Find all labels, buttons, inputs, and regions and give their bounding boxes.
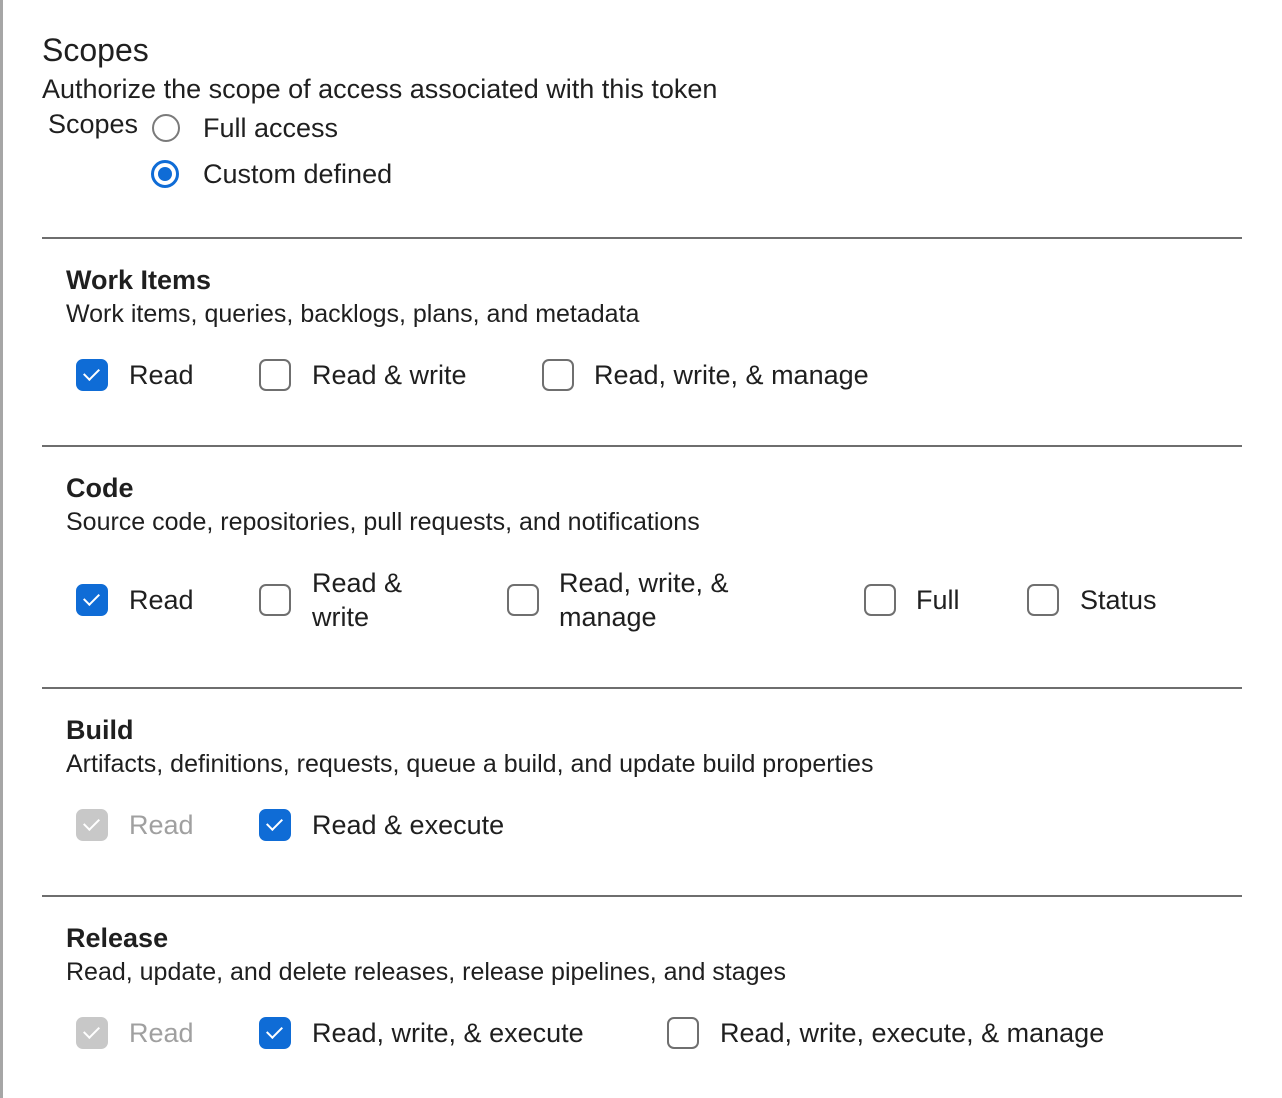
- checkbox-read[interactable]: [76, 359, 108, 391]
- scopes-field-label: Scopes: [48, 109, 139, 139]
- section-description: Read, update, and delete releases, relea…: [66, 958, 786, 986]
- section-description: Source code, repositories, pull requests…: [66, 508, 700, 536]
- checkbox-read-write-execute[interactable]: [259, 1017, 291, 1049]
- option-label: Read: [129, 1018, 194, 1048]
- checkbox-read-execute[interactable]: [259, 809, 291, 841]
- option-label[interactable]: Read, write, & manage: [559, 568, 729, 632]
- checkbox-read-write-manage[interactable]: [542, 359, 574, 391]
- divider: [42, 445, 1242, 447]
- page-subtitle: Authorize the scope of access associated…: [42, 74, 718, 104]
- checkbox-read-disabled: [76, 809, 108, 841]
- option-label[interactable]: Read: [129, 360, 194, 390]
- checkbox-status[interactable]: [1027, 584, 1059, 616]
- checkbox-read-disabled: [76, 1017, 108, 1049]
- option-label[interactable]: Read & write: [312, 568, 403, 632]
- radio-label[interactable]: Custom defined: [203, 159, 393, 189]
- checkbox-read-write-manage[interactable]: [507, 584, 539, 616]
- divider: [42, 687, 1242, 689]
- checkbox-read-write[interactable]: [259, 359, 291, 391]
- section-title: Build: [66, 715, 134, 745]
- divider: [42, 895, 1242, 897]
- option-label[interactable]: Read: [129, 585, 194, 615]
- section-description: Artifacts, definitions, requests, queue …: [66, 750, 874, 778]
- option-label[interactable]: Read & write: [312, 360, 467, 390]
- left-border: [0, 0, 3, 1098]
- radio-button[interactable]: [151, 160, 179, 188]
- option-label[interactable]: Read & execute: [312, 810, 505, 840]
- option-label[interactable]: Status: [1080, 585, 1157, 615]
- checkbox-read-write-execute-manage[interactable]: [667, 1017, 699, 1049]
- divider: [42, 237, 1242, 239]
- section-description: Work items, queries, backlogs, plans, an…: [66, 300, 640, 328]
- option-label[interactable]: Read, write, execute, & manage: [720, 1018, 1105, 1048]
- checkbox-read-write[interactable]: [259, 584, 291, 616]
- checkbox-full[interactable]: [864, 584, 896, 616]
- option-label[interactable]: Read, write, & execute: [312, 1018, 584, 1048]
- checkbox-read[interactable]: [76, 584, 108, 616]
- option-label[interactable]: Read, write, & manage: [594, 360, 869, 390]
- page-title: Scopes: [42, 32, 149, 68]
- section-title: Code: [66, 473, 134, 503]
- section-title: Work Items: [66, 265, 212, 295]
- section-title: Release: [66, 923, 169, 953]
- radio-label[interactable]: Full access: [203, 113, 339, 143]
- option-label[interactable]: Full: [916, 585, 960, 615]
- radio-button[interactable]: [152, 114, 180, 142]
- option-label: Read: [129, 810, 194, 840]
